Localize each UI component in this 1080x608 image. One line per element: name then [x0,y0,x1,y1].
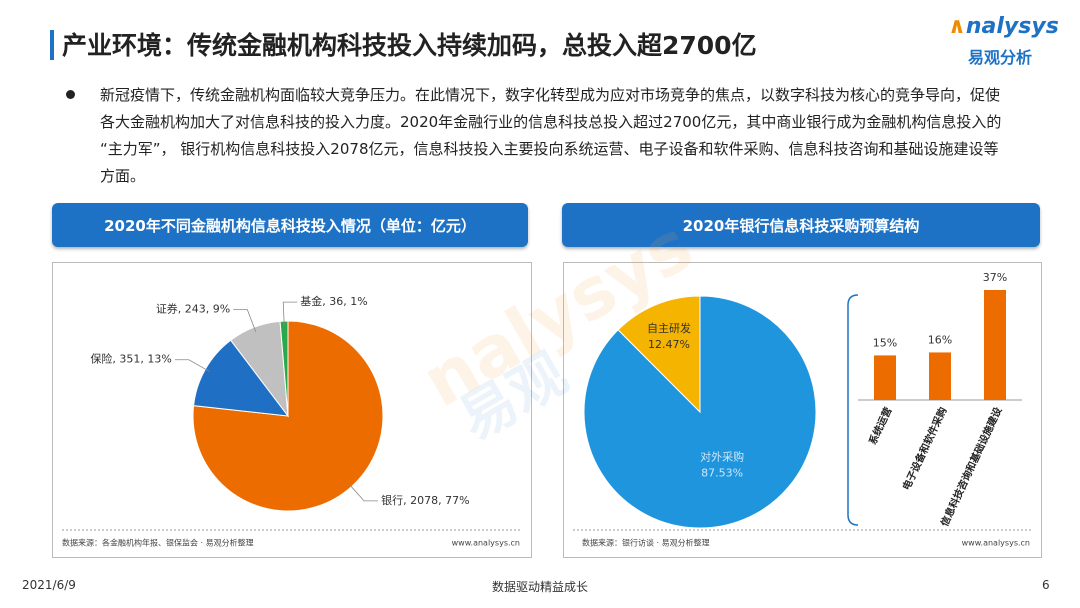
category-label: 对外采购 [700,450,744,464]
data-label: 12.47% [648,338,690,351]
website: www.analysys.cn [452,539,520,548]
panel-box [563,262,1042,558]
logo-text: nalysys [965,14,1059,39]
source: 数据来源：各金融机构年报、银保监会 · 易观分析整理 [62,538,254,548]
data-label: 15% [873,336,897,349]
bullet-dot [66,90,75,99]
leader-line [233,309,257,332]
leader-line [282,301,298,326]
x-tick-label: 系统运营 [866,405,895,447]
source: 数据来源：银行访谈 · 易观分析整理 [582,538,710,548]
data-label: 16% [928,333,952,346]
pie-slice [617,295,701,414]
data-label: 基金, 36, 1% [300,294,367,308]
data-label: 保险, 351, 13% [90,352,171,366]
panel-box [52,262,532,558]
bar [984,290,1006,400]
panel-title: 2020年银行信息科技采购预算结构 [562,203,1040,247]
x-tick-label: 电子设备和软件采购 [900,405,950,492]
bracket [847,294,859,526]
title-bar [50,30,54,60]
data-label: 证券, 243, 9% [156,302,230,316]
bullet-text: 新冠疫情下，传统金融机构面临较大竞争压力。在此情况下，数字化转型成为应对市场竞争… [100,86,1002,185]
bar [874,355,896,400]
data-label: 银行, 2078, 77% [381,493,469,507]
website: www.analysys.cn [962,539,1030,548]
category-label: 自主研发 [647,321,691,335]
logo-sub: 易观分析 [968,48,1033,67]
bar [929,352,951,400]
data-label: 37% [983,271,1007,284]
slide-title: 产业环境：传统金融机构科技投入持续加码，总投入超2700亿 [62,31,757,60]
data-label: 87.53% [701,467,743,480]
footer-slogan: 数据驱动精益成长 [491,580,588,594]
leader-line [347,482,379,502]
footer-date: 2021/6/9 [22,578,76,592]
x-tick-label: 信息科技咨询和基础设施建设 [938,405,1005,528]
logo: ∧nalysys [948,14,1059,39]
leader-line [174,359,210,372]
panel-title: 2020年不同金融机构信息科技投入情况（单位：亿元） [52,203,528,247]
footer-page: 6 [1042,578,1050,592]
